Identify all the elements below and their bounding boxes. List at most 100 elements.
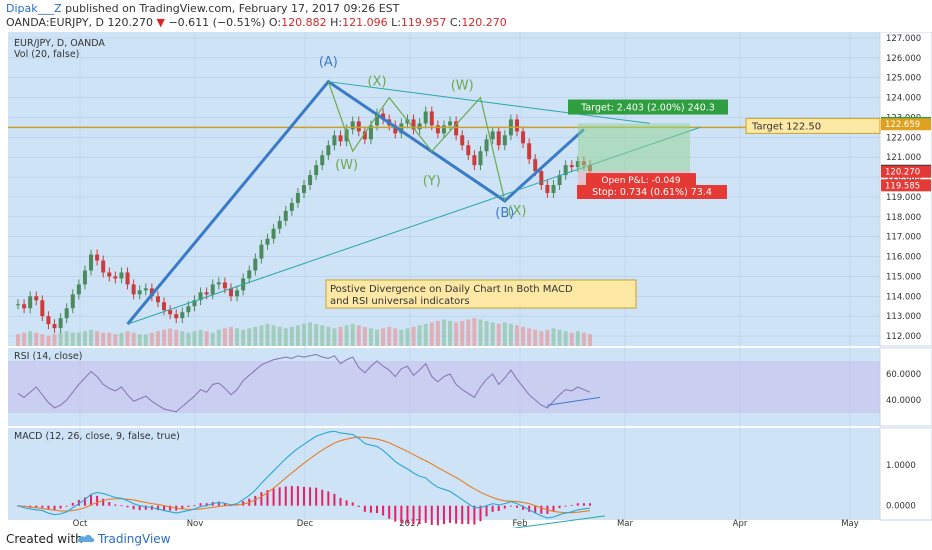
volume-bar <box>58 332 63 346</box>
macd-histogram-bar <box>35 505 38 508</box>
volume-bar <box>362 326 367 346</box>
rsi-pane-axis[interactable] <box>879 347 932 427</box>
candle-body <box>423 111 428 124</box>
candle-body <box>131 284 136 295</box>
macd-histogram-bar <box>102 498 105 506</box>
candle-body <box>119 272 124 279</box>
price-tick-label: 121.000 <box>886 153 921 163</box>
candle-body <box>16 304 20 306</box>
elliott-wave-line[interactable] <box>126 79 585 326</box>
macd-histogram-bar <box>449 505 452 523</box>
macd-histogram-bar <box>491 505 494 512</box>
macd-divergence-line[interactable] <box>470 515 606 528</box>
close-label: C: <box>449 16 462 29</box>
price-tick-label: 116.000 <box>886 253 921 263</box>
macd-histogram-bar <box>284 486 287 506</box>
volume-bar <box>76 332 81 346</box>
change-down-arrow-icon: ▼ <box>156 16 165 29</box>
chart-canvas[interactable]: 127.000126.000125.000124.000123.000122.0… <box>0 32 932 528</box>
resistance-trendline[interactable] <box>328 81 651 124</box>
candle-body <box>28 296 33 309</box>
volume-bar <box>454 322 459 346</box>
candle-body <box>89 254 94 271</box>
macd-histogram-bar <box>388 505 391 519</box>
volume-bar <box>399 329 404 346</box>
low-value: 119.957 <box>400 16 447 29</box>
macd-histogram-bar <box>47 505 50 510</box>
macd-histogram-bar <box>570 504 573 506</box>
candle-body <box>302 185 306 193</box>
candle-body <box>295 192 300 203</box>
volume-bar <box>101 332 106 346</box>
volume-bar <box>314 323 319 346</box>
volume-bar <box>289 326 294 346</box>
volume-bar <box>484 320 489 346</box>
candle-body <box>496 131 501 146</box>
candle-body <box>308 175 313 186</box>
macd-histogram-bar <box>412 505 415 525</box>
volume-bar <box>271 325 276 346</box>
volume-bar <box>417 325 422 346</box>
candle-body <box>155 296 160 303</box>
macd-histogram-bar <box>41 505 44 508</box>
macd-histogram-bar <box>59 505 62 509</box>
macd-histogram-bar <box>223 503 226 506</box>
candle-body <box>356 121 361 132</box>
profit-zone[interactable] <box>577 123 690 172</box>
author-link[interactable]: Dipak___Z <box>6 2 62 15</box>
macd-pane[interactable] <box>8 428 880 520</box>
macd-histogram-bar <box>303 486 305 506</box>
candle-body <box>551 185 556 193</box>
volume-bar <box>295 325 300 346</box>
macd-histogram-bar <box>394 505 397 522</box>
symbol-name[interactable]: OANDA:EURJPY, D <box>6 16 104 29</box>
macd-histogram-bar <box>65 505 68 507</box>
candle-body <box>478 151 483 166</box>
macd-histogram-bar <box>424 505 427 523</box>
candle-body <box>265 238 270 245</box>
macd-histogram-bar <box>120 505 123 507</box>
high-value: 121.096 <box>342 16 388 29</box>
macd-histogram-bar <box>552 505 555 512</box>
macd-histogram-bar <box>430 505 433 525</box>
rsi-divergence-line[interactable] <box>547 396 601 406</box>
macd-pane-axis[interactable] <box>879 427 932 521</box>
macd-histogram-bar <box>558 505 561 509</box>
price-tag <box>881 179 931 192</box>
volume-bar <box>52 334 57 346</box>
price-pane-title: EUR/JPY, D, OANDA <box>14 38 105 49</box>
volume-bar <box>429 322 434 346</box>
macd-histogram-bar <box>363 505 366 512</box>
macd-histogram-bar <box>96 495 99 506</box>
volume-bar <box>411 326 416 346</box>
tradingview-logo-icon <box>78 534 95 542</box>
volume-bar <box>326 326 331 346</box>
macd-histogram-bar <box>576 503 579 506</box>
tradingview-brand[interactable]: TradingView <box>98 532 171 546</box>
price-tick-label: 112.000 <box>886 332 921 342</box>
candle-body <box>76 284 81 295</box>
candle-body <box>95 254 100 261</box>
time-tick-label: Oct <box>73 519 88 528</box>
price-tick-label: 118.000 <box>886 213 921 223</box>
volume-bar <box>405 328 410 346</box>
candle-body <box>514 119 519 132</box>
volume-bar <box>119 332 124 346</box>
volume-bar <box>539 331 544 346</box>
chart-header: Dipak___Z published on TradingView.com, … <box>0 0 932 32</box>
candle-body <box>435 125 440 134</box>
volume-bar <box>387 326 392 346</box>
macd-histogram-bar <box>169 505 172 511</box>
volume-bar <box>521 326 526 346</box>
macd-histogram-bar <box>582 503 585 506</box>
volume-bar <box>533 329 538 346</box>
macd-histogram-bar <box>589 503 591 506</box>
volume-bar <box>137 334 142 346</box>
macd-histogram-bar <box>242 501 245 506</box>
candle-body <box>168 310 173 315</box>
wave-label-wave_x2: (X) <box>507 204 526 219</box>
corrective-wave-line[interactable] <box>327 81 506 202</box>
candle-body <box>332 135 337 146</box>
candle-body <box>180 312 185 319</box>
macd-histogram-bar <box>540 505 543 514</box>
